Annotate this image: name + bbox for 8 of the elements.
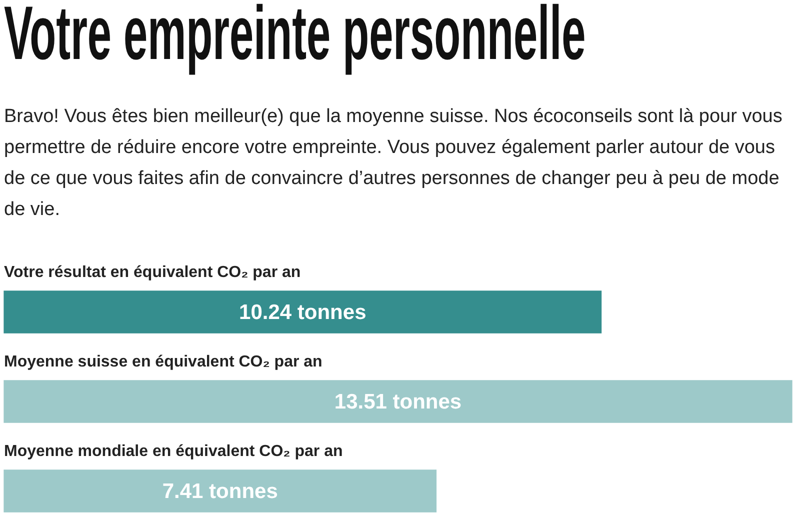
data-label: 13.51 tonnes — [334, 390, 462, 414]
data-label: 10.24 tonnes — [239, 300, 366, 324]
chart-title: Votre empreinte personnelle — [4, 0, 586, 76]
y-tick-label: Moyenne suisse en équivalent CO₂ par an — [4, 354, 322, 370]
y-tick-label: Votre résultat en équivalent CO₂ par an — [4, 264, 301, 281]
data-label: 7.41 tonnes — [162, 480, 278, 503]
chart-subtitle: Bravo! Vous êtes bien meilleur(e) que la moyenne suisse. Nos écoconseils sont là pour vous permettre de réduire encore votre empreinte. Vous pouvez également parler autour de vous de ce que vous faites afin de convaincre d’autres personnes de changer peu à peu de mode de vie. — [4, 105, 784, 222]
y-tick-label: Moyenne mondiale en équivalent CO₂ par an — [4, 443, 343, 460]
